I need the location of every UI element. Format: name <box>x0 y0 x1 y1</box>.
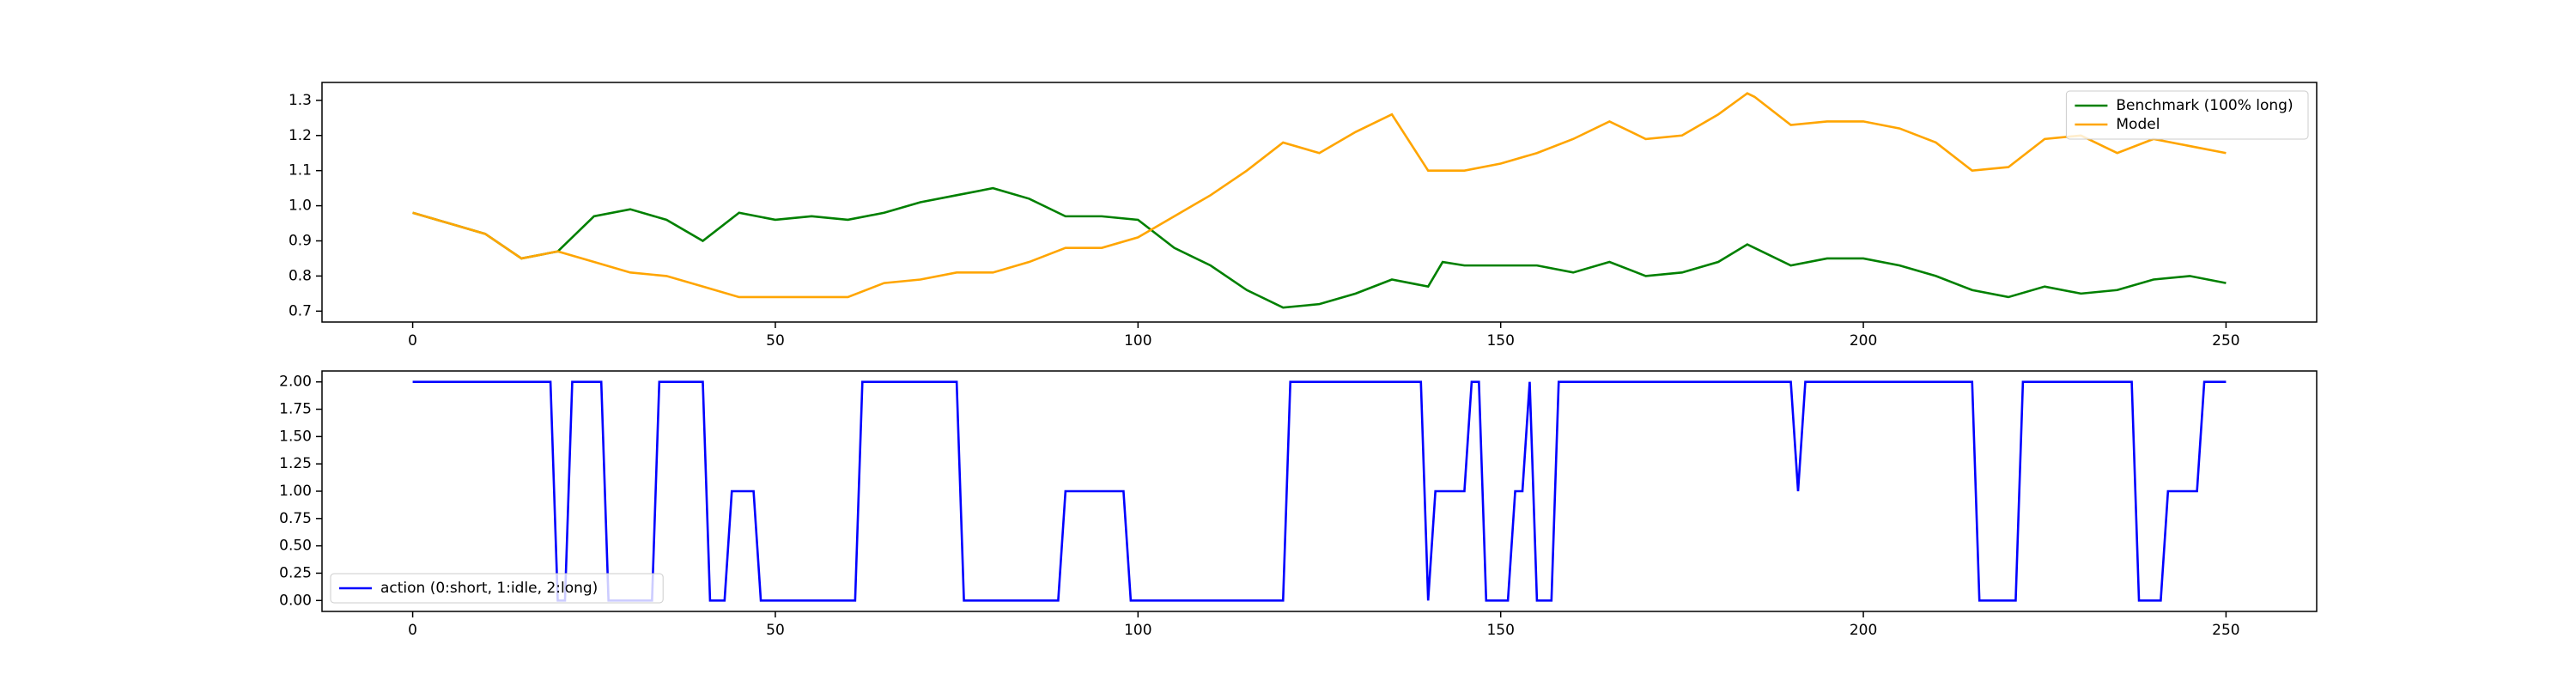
legend-box <box>2065 90 2309 140</box>
y-tick-label: 1.25 <box>279 455 312 472</box>
y-tick-label: 0.25 <box>279 564 312 581</box>
x-tick-label: 0 <box>408 622 417 639</box>
x-tick-label: 150 <box>1486 332 1514 350</box>
y-tick-label: 1.3 <box>289 92 312 109</box>
y-tick-label: 1.2 <box>289 127 312 144</box>
y-tick-label: 0.8 <box>289 267 312 284</box>
x-tick-label: 250 <box>2212 622 2239 639</box>
x-tick-label: 250 <box>2212 332 2239 350</box>
legend-label: Model <box>2116 116 2160 133</box>
x-tick-label: 200 <box>1850 622 1877 639</box>
x-tick-label: 150 <box>1486 622 1514 639</box>
y-tick-label: 0.9 <box>289 233 312 250</box>
y-tick-label: 0.7 <box>289 302 312 319</box>
y-tick-label: 0.00 <box>279 592 312 609</box>
y-tick-label: 1.0 <box>289 198 312 215</box>
x-tick-label: 0 <box>408 332 417 350</box>
y-tick-label: 1.50 <box>279 428 312 445</box>
series-line <box>412 380 2227 602</box>
series-line <box>412 92 2227 299</box>
legend-label: action (0:short, 1:idle, 2:long) <box>380 580 598 597</box>
x-tick-label: 200 <box>1850 332 1877 350</box>
y-tick-label: 0.75 <box>279 510 312 527</box>
legend-box <box>330 573 664 604</box>
plot-frame <box>321 82 2318 323</box>
plot-frame <box>321 370 2318 612</box>
y-tick-label: 2.00 <box>279 374 312 391</box>
y-tick-label: 1.75 <box>279 401 312 418</box>
y-tick-label: 0.50 <box>279 538 312 555</box>
legend-label: Benchmark (100% long) <box>2116 97 2293 114</box>
x-tick-label: 50 <box>766 332 785 350</box>
x-tick-label: 50 <box>766 622 785 639</box>
y-tick-label: 1.1 <box>289 162 312 179</box>
x-tick-label: 100 <box>1124 332 1151 350</box>
series-line <box>412 186 2227 309</box>
x-tick-label: 100 <box>1124 622 1151 639</box>
y-tick-label: 1.00 <box>279 483 312 500</box>
